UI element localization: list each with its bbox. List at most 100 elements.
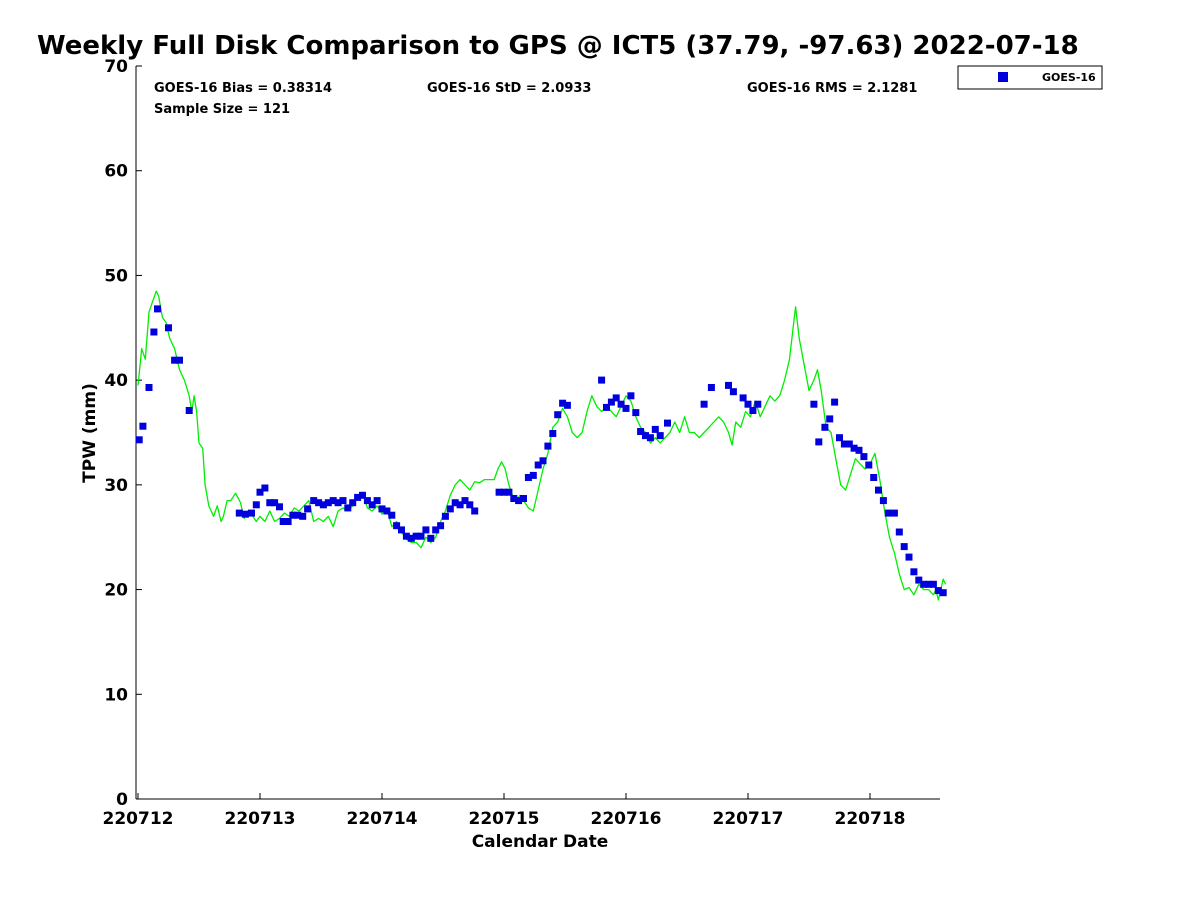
goes-16-point bbox=[363, 497, 371, 505]
goes-16-point bbox=[354, 493, 362, 501]
goes-16-point bbox=[276, 503, 283, 511]
goes-16-point bbox=[637, 428, 645, 435]
plot-frame bbox=[135, 66, 940, 800]
rms-stat: GOES-16 RMS = 2.1281 bbox=[747, 81, 917, 96]
goes-16-point bbox=[266, 499, 274, 507]
goes-16-point bbox=[884, 509, 892, 517]
goes-16-point bbox=[466, 501, 474, 509]
goes-16-point bbox=[855, 446, 863, 454]
goes-16-point bbox=[471, 507, 479, 515]
goes-16-point bbox=[598, 376, 606, 384]
goes-16-point bbox=[700, 400, 708, 408]
goes-16-point bbox=[261, 484, 269, 492]
goes-16-point bbox=[707, 384, 715, 391]
goes-16-point bbox=[304, 505, 312, 513]
goes-16-point bbox=[845, 440, 853, 448]
goes-16-point bbox=[642, 432, 649, 440]
legend: GOES-16 bbox=[957, 65, 1103, 90]
x-tick-label: 220715 bbox=[469, 809, 540, 829]
goes-16-point bbox=[520, 495, 527, 502]
goes-16-point bbox=[603, 403, 610, 411]
x-tick-label: 220716 bbox=[591, 809, 662, 829]
std-stat: GOES-16 StD = 2.0933 bbox=[427, 81, 591, 96]
goes-16-point bbox=[607, 398, 615, 406]
goes-16-point bbox=[865, 461, 873, 469]
legend-marker-goes-16 bbox=[998, 72, 1008, 82]
goes-16-point bbox=[925, 580, 933, 588]
goes-16-point bbox=[544, 442, 552, 450]
goes-16-point bbox=[373, 497, 381, 505]
goes-16-point bbox=[879, 497, 887, 505]
goes-16-point bbox=[235, 509, 243, 517]
goes-16-point bbox=[422, 526, 430, 534]
y-tick-label: 0 bbox=[116, 790, 128, 810]
goes-16-point bbox=[437, 522, 445, 530]
goes-16-point bbox=[271, 499, 279, 507]
goes-16-point bbox=[456, 501, 464, 509]
goes-16-point bbox=[139, 422, 147, 430]
goes-16-point bbox=[510, 495, 518, 502]
goes-16-point bbox=[529, 471, 537, 479]
goes-16-point bbox=[185, 407, 193, 414]
goes-16-point bbox=[256, 488, 264, 496]
goes-16-point bbox=[294, 511, 302, 519]
goes-16-point bbox=[744, 400, 752, 408]
x-tick-label: 220718 bbox=[835, 809, 906, 829]
goes-16-point bbox=[441, 512, 449, 520]
goes-16-point bbox=[329, 497, 337, 505]
goes-16-point bbox=[279, 518, 287, 525]
y-tick-label: 60 bbox=[104, 162, 128, 182]
goes-16-point bbox=[383, 507, 391, 515]
goes-16-point bbox=[505, 488, 513, 496]
goes-16-point bbox=[515, 497, 523, 505]
goes-16-point bbox=[915, 576, 923, 584]
goes-16-point bbox=[934, 587, 942, 595]
goes-16-point bbox=[870, 474, 878, 481]
goes-16-point bbox=[284, 518, 292, 525]
goes-16-point bbox=[461, 497, 469, 505]
goes-16-point bbox=[563, 401, 571, 409]
sample-size-stat: Sample Size = 121 bbox=[154, 102, 290, 117]
goes-16-point bbox=[929, 580, 937, 588]
goes-16-point bbox=[402, 532, 410, 540]
goes-16-point bbox=[451, 499, 459, 507]
goes-16-point bbox=[349, 499, 357, 507]
goes-16-point bbox=[368, 501, 376, 509]
goes-16-point bbox=[826, 415, 834, 423]
y-axis-ticks: 0 10 20 30 40 50 60 70 bbox=[104, 57, 142, 810]
goes-16-point bbox=[289, 511, 297, 519]
goes-16-point bbox=[534, 461, 542, 469]
goes-16-point bbox=[398, 526, 405, 534]
goes-16-point bbox=[549, 430, 557, 437]
goes-16-point bbox=[810, 400, 818, 408]
goes-16-point bbox=[310, 497, 318, 505]
goes-16-point bbox=[664, 419, 671, 427]
goes-16-point bbox=[299, 512, 307, 520]
goes-16-point bbox=[334, 499, 342, 507]
goes-16-point bbox=[739, 394, 747, 402]
goes-16-point bbox=[248, 509, 255, 517]
goes-16-point bbox=[135, 436, 143, 444]
goes-16-point bbox=[539, 457, 547, 465]
goes-16-point bbox=[836, 434, 843, 442]
goes-16-point bbox=[831, 398, 839, 406]
goes-16-series bbox=[135, 305, 947, 597]
y-tick-label: 30 bbox=[104, 476, 128, 496]
goes-16-point bbox=[495, 488, 503, 496]
goes-16-point bbox=[339, 497, 347, 505]
x-axis-label: Calendar Date bbox=[472, 832, 609, 852]
goes-16-point bbox=[900, 543, 908, 551]
goes-16-point bbox=[821, 423, 829, 431]
goes-16-point bbox=[627, 392, 635, 400]
goes-16-point bbox=[319, 501, 327, 509]
goes-16-point bbox=[910, 568, 918, 576]
goes-16-point bbox=[393, 522, 401, 530]
y-tick-label: 20 bbox=[104, 581, 128, 601]
goes-16-point bbox=[315, 499, 323, 507]
goes-16-point bbox=[860, 453, 868, 461]
y-tick-label: 10 bbox=[104, 685, 128, 705]
goes-16-point bbox=[446, 505, 454, 513]
goes-16-point bbox=[939, 589, 947, 597]
